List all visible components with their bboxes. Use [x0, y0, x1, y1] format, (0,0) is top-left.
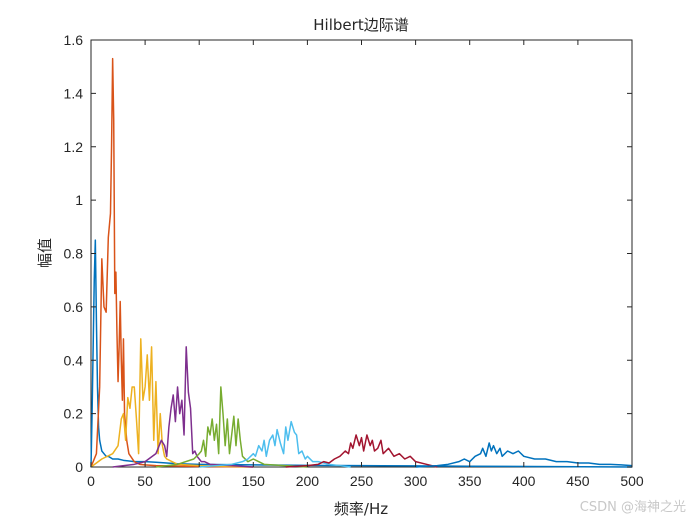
y-tick-label: 1.6 [64, 32, 84, 48]
x-tick-label: 100 [188, 473, 212, 489]
y-tick-label: 0 [75, 459, 83, 475]
chart-title: Hilbert边际谱 [313, 16, 408, 34]
y-tick-label: 1.4 [64, 85, 84, 101]
series-line-8 [415, 442, 633, 468]
axes-box [90, 39, 633, 468]
x-tick-label: 250 [350, 473, 374, 489]
x-tick-label: 200 [296, 473, 320, 489]
x-tick-label: 450 [566, 473, 590, 489]
series-line-3 [90, 338, 254, 468]
x-tick-label: 300 [404, 473, 428, 489]
series-line-2 [90, 57, 254, 468]
series-line-7 [285, 434, 438, 468]
x-tick-label: 150 [242, 473, 266, 489]
series-line-6 [199, 420, 351, 468]
y-tick-label: 1 [75, 192, 83, 208]
plot-area: 0 50 100 150 200 250 300 350 400 450 500 0 0.2 0.4 0.6… [64, 32, 644, 489]
series-line-1 [90, 239, 633, 468]
y-tick-label: 0.8 [64, 246, 84, 262]
series-line-4 [112, 346, 254, 468]
y-axis-label: 幅值 [36, 238, 54, 268]
x-tick-label: 0 [87, 473, 95, 489]
x-tick-label: 500 [620, 473, 644, 489]
series-line-5 [155, 386, 308, 468]
watermark: CSDN @海神之光 [579, 500, 686, 515]
y-tick-label: 0.6 [64, 299, 84, 315]
y-tick-label: 0.4 [64, 352, 84, 368]
x-axis-label: 频率/Hz [334, 500, 388, 518]
y-tick-label: 1.2 [64, 139, 84, 155]
x-tick-label: 400 [512, 473, 536, 489]
x-tick-label: 50 [137, 473, 153, 489]
y-tick-label: 0.2 [64, 406, 84, 422]
x-tick-label: 350 [458, 473, 482, 489]
